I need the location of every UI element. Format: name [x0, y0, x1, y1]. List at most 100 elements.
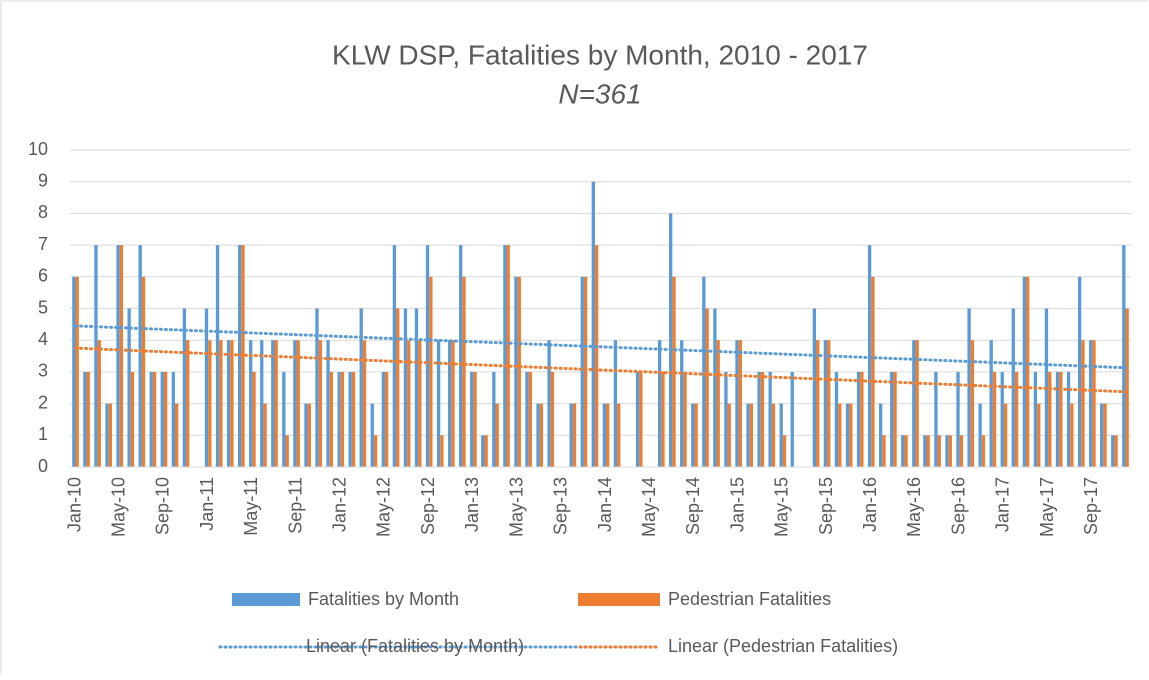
bar — [1077, 276, 1082, 467]
bar — [1100, 403, 1104, 467]
legend-label: Pedestrian Fatalities — [668, 589, 831, 609]
bar — [315, 308, 319, 467]
bar — [669, 213, 673, 467]
bar — [970, 340, 975, 467]
bar — [208, 340, 212, 467]
bar — [591, 181, 595, 467]
bar — [351, 371, 356, 467]
bar — [293, 340, 297, 467]
legend-label: Fatalities by Month — [308, 589, 459, 609]
chart-subtitle: N=361 — [558, 78, 641, 109]
x-tick-label: Jan-10 — [64, 477, 84, 532]
bar — [536, 403, 540, 467]
bar — [1003, 403, 1008, 467]
bar — [108, 403, 112, 467]
legend-swatch — [232, 593, 300, 606]
bar — [867, 245, 872, 467]
bar — [838, 403, 842, 467]
bar — [945, 435, 949, 467]
x-tick-label: May-15 — [772, 477, 792, 537]
bar — [436, 340, 441, 467]
bar — [915, 340, 919, 467]
bar — [72, 276, 76, 467]
bar — [1014, 371, 1019, 467]
bar — [249, 340, 253, 467]
bar — [738, 340, 742, 467]
bar — [160, 371, 164, 467]
bar — [492, 371, 496, 467]
bar — [992, 371, 997, 467]
bar — [304, 403, 308, 467]
bar — [691, 403, 695, 467]
bar — [923, 435, 927, 467]
bar — [1000, 371, 1004, 467]
bar — [163, 371, 168, 467]
bar — [860, 371, 864, 467]
bar — [274, 340, 278, 467]
bar — [539, 403, 544, 467]
bar — [263, 403, 267, 467]
bar — [337, 371, 341, 467]
x-tick-label: May-13 — [506, 477, 526, 537]
y-tick-label: 3 — [38, 361, 48, 381]
bar — [326, 340, 330, 467]
bar — [141, 276, 146, 467]
bar — [594, 245, 599, 467]
bar — [307, 403, 311, 467]
bar — [606, 403, 610, 467]
y-tick-label: 7 — [38, 234, 48, 254]
bar — [271, 340, 275, 467]
x-tick-label: May-10 — [108, 477, 128, 537]
bar — [735, 340, 739, 467]
bar — [694, 403, 698, 467]
bar — [890, 371, 894, 467]
bar — [418, 340, 422, 467]
bar — [86, 371, 90, 467]
bar — [462, 276, 466, 467]
bar — [484, 435, 488, 467]
x-tick-label: Sep-17 — [1081, 477, 1101, 535]
bar — [771, 403, 776, 467]
bar — [569, 403, 573, 467]
bar — [1066, 371, 1071, 467]
legend-trend-label: Linear (Fatalities by Month) — [306, 636, 524, 656]
bar — [816, 340, 820, 467]
bar — [230, 340, 234, 467]
bar — [882, 435, 886, 467]
bar — [396, 308, 400, 467]
chart-title: KLW DSP, Fatalities by Month, 2010 - 201… — [332, 39, 868, 70]
bar — [174, 403, 179, 467]
bar — [282, 371, 286, 467]
bar — [182, 308, 187, 467]
bar — [362, 340, 367, 467]
bar — [1048, 371, 1052, 467]
bar — [1114, 435, 1118, 467]
bar — [1059, 371, 1063, 467]
bar — [517, 276, 521, 467]
y-tick-label: 9 — [38, 170, 48, 190]
y-tick-label: 6 — [38, 266, 48, 286]
x-tick-label: Jan-16 — [860, 477, 880, 532]
bar — [724, 371, 728, 467]
x-tick-label: May-16 — [904, 477, 924, 537]
bar — [981, 435, 986, 467]
bar — [856, 371, 861, 467]
x-tick-label: Sep-12 — [418, 477, 438, 535]
bar — [329, 371, 334, 467]
bar — [1111, 435, 1115, 467]
bar — [937, 435, 941, 467]
bar — [403, 308, 408, 467]
bar — [429, 276, 433, 467]
bar — [879, 403, 883, 467]
x-tick-label: Sep-11 — [285, 477, 305, 534]
x-tick-label: Jan-17 — [993, 477, 1013, 532]
bar — [702, 276, 706, 467]
x-tick-label: Jan-12 — [330, 477, 350, 532]
bar — [528, 371, 532, 467]
bar — [1033, 371, 1038, 467]
bar — [583, 276, 588, 467]
x-tick-label: May-14 — [639, 477, 659, 537]
bar — [447, 340, 452, 467]
bar — [893, 371, 897, 467]
bar — [904, 435, 908, 467]
